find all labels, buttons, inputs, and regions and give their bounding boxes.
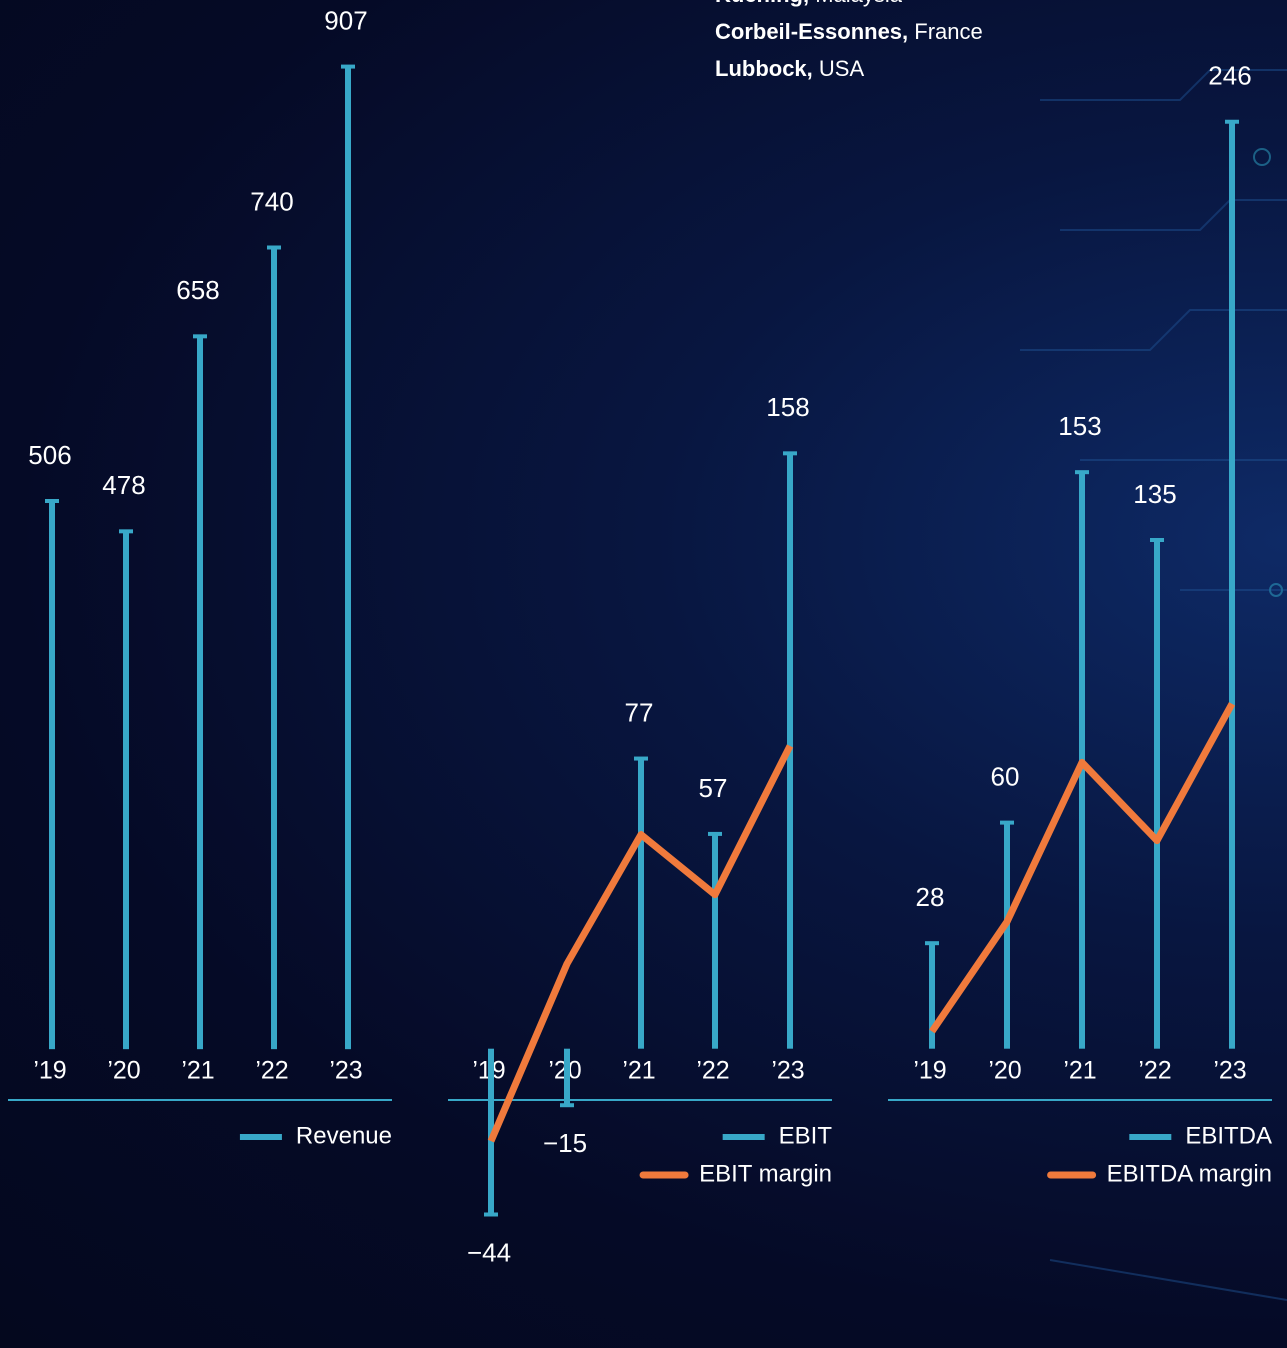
bar <box>197 336 203 1050</box>
margin-line <box>487 744 794 1143</box>
x-tick-label: ’22 <box>255 1057 288 1085</box>
circuit-decor <box>1020 69 1287 1301</box>
bar-cap <box>267 245 281 250</box>
bar <box>1229 121 1235 1049</box>
bar-cap <box>708 831 722 836</box>
bar-cap <box>1225 119 1239 124</box>
legend-label: EBITDA <box>1185 1122 1272 1149</box>
value-label: 77 <box>625 697 654 727</box>
bar <box>1004 822 1010 1049</box>
x-tick-label: ’21 <box>181 1057 214 1085</box>
x-tick-label: ’21 <box>1063 1057 1096 1085</box>
country: USA <box>819 56 865 81</box>
x-tick-label: ’19 <box>33 1057 66 1085</box>
bar-cap <box>1000 820 1014 825</box>
bar <box>929 943 935 1049</box>
value-label: 153 <box>1058 411 1101 441</box>
value-label: 158 <box>766 392 809 422</box>
value-label: 28 <box>916 882 945 912</box>
x-tick-label: ’23 <box>771 1057 804 1085</box>
country: Malaysia <box>815 0 903 7</box>
bar <box>1154 540 1160 1049</box>
bar <box>123 531 129 1050</box>
bar-cap <box>484 1212 498 1217</box>
bar <box>488 1048 494 1215</box>
bar-cap <box>341 64 355 69</box>
location: Corbeil-Essonnes, France <box>715 19 983 44</box>
chart: ’19 ’20 ’21 ’22 ’23 28 60 153 135 246 EBITDA EBITDA… <box>888 61 1272 1187</box>
bar <box>712 833 718 1049</box>
value-label: 658 <box>176 275 219 305</box>
bar-cap <box>45 499 59 503</box>
x-tick-label: ’22 <box>696 1057 729 1085</box>
bar-cap <box>119 529 133 534</box>
bar-cap <box>634 756 648 761</box>
chart: ’19 ’20 ’21 ’22 ’23 506 478 658 740 907 Revenue <box>8 5 392 1149</box>
margin-line <box>929 702 1236 1034</box>
bar-cap <box>925 941 939 946</box>
value-label: −15 <box>543 1128 587 1158</box>
value-label: 135 <box>1133 479 1176 509</box>
value-label: 478 <box>102 470 145 500</box>
bar-cap <box>193 334 207 339</box>
bar <box>564 1048 570 1106</box>
x-tick-label: ’21 <box>622 1057 655 1085</box>
bar <box>345 66 351 1050</box>
city: Corbeil-Essonnes, <box>715 19 908 44</box>
value-label: 60 <box>991 761 1020 791</box>
bar <box>49 501 55 1050</box>
x-tick-label: ’23 <box>329 1057 362 1085</box>
value-label: 57 <box>699 773 728 803</box>
locations: Kuching, Malaysia Corbeil-Essonnes, Franc… <box>715 0 983 81</box>
x-tick-label: ’20 <box>988 1057 1021 1085</box>
bar-cap <box>1075 470 1089 475</box>
value-label: 246 <box>1208 61 1251 91</box>
value-label: 506 <box>28 440 71 470</box>
value-label: −44 <box>467 1237 511 1267</box>
city: Lubbock, <box>715 56 813 81</box>
bar-cap <box>1150 538 1164 542</box>
value-label: 740 <box>250 186 293 216</box>
legend-label: EBITDA margin <box>1107 1160 1272 1187</box>
legend-label: EBIT margin <box>699 1160 832 1187</box>
bar-cap <box>560 1103 574 1108</box>
x-tick-label: ’23 <box>1213 1057 1246 1085</box>
legend-label: Revenue <box>296 1122 392 1149</box>
bar <box>271 247 277 1050</box>
country: France <box>914 19 982 44</box>
x-tick-label: ’22 <box>1138 1057 1171 1085</box>
city: Kuching, <box>715 0 809 7</box>
value-label: 907 <box>324 5 367 35</box>
bar-cap <box>783 451 797 456</box>
x-tick-label: ’19 <box>913 1057 946 1085</box>
x-tick-label: ’20 <box>107 1057 140 1085</box>
legend-label: EBIT <box>779 1122 833 1149</box>
location: Kuching, Malaysia <box>715 0 903 7</box>
bar <box>638 758 644 1049</box>
location: Lubbock, USA <box>715 56 864 81</box>
